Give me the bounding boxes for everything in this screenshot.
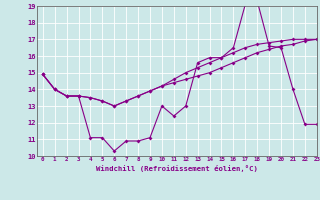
- X-axis label: Windchill (Refroidissement éolien,°C): Windchill (Refroidissement éolien,°C): [96, 165, 258, 172]
